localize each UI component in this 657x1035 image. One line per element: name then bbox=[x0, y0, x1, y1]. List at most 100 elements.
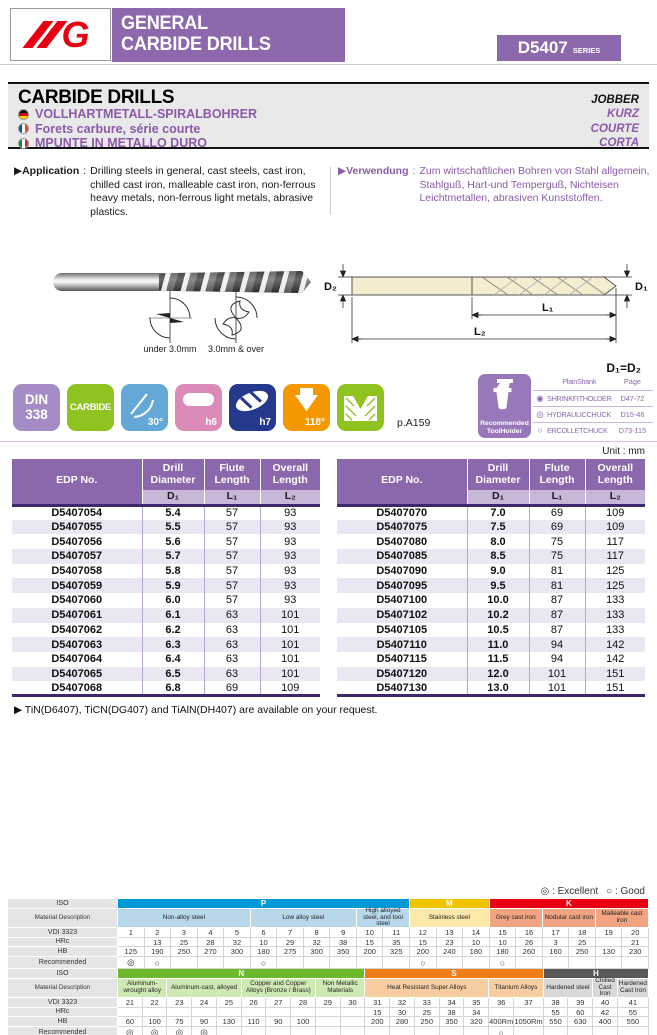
hb-cell bbox=[340, 1017, 366, 1027]
recommended-cell bbox=[436, 957, 464, 969]
vdi-cell: 2 bbox=[144, 928, 172, 938]
edp-cell: D5407057 bbox=[51, 550, 103, 563]
recommended-cell: ○ bbox=[250, 957, 278, 969]
material-cell: Heat Resistant Super Alloys bbox=[365, 979, 490, 998]
hb-cell: 100 bbox=[142, 1017, 168, 1027]
flute-length-cell: 75 bbox=[528, 534, 585, 550]
vdi-cell: 5 bbox=[224, 928, 251, 938]
vdi-cell: 32 bbox=[390, 998, 415, 1008]
edp-cell: D5407080 bbox=[376, 535, 428, 548]
chart-row-label: ISO bbox=[8, 899, 118, 909]
diameter-cell: 6.8 bbox=[141, 681, 204, 696]
countersink-icon bbox=[344, 396, 377, 421]
translation-text: VOLLHARTMETALL-SPIRALBOHRER bbox=[35, 107, 257, 122]
overall-length-cell: 142 bbox=[584, 651, 645, 667]
badge-corner-label: 30° bbox=[147, 417, 163, 428]
flute-tolerance-icon bbox=[235, 390, 269, 412]
badge-corner-label: h6 bbox=[205, 417, 217, 428]
table-row: D5407059 5.9 57 93 bbox=[12, 578, 320, 594]
toolholder-tab-label: Recommended ToolHolder bbox=[478, 420, 531, 436]
edp-cell: D5407054 bbox=[51, 507, 103, 520]
diameter-cell: 9.5 bbox=[466, 578, 529, 594]
overall-length-cell: 93 bbox=[259, 563, 320, 579]
translation-row: Forets carbure, série courte COURTE bbox=[18, 122, 639, 137]
table-row: D5407100 10.0 87 133 bbox=[337, 593, 645, 608]
col-header-diameter: Drill Diameter bbox=[141, 459, 204, 490]
table-row: D5407055 5.5 57 93 bbox=[12, 519, 320, 535]
material-cell: Chilled Cast Iron bbox=[593, 977, 618, 998]
chart-row-label: Recommended bbox=[8, 1027, 118, 1035]
vdi-cell: 6 bbox=[250, 928, 278, 938]
hb-cell: 110 bbox=[241, 1017, 267, 1027]
edp-cell: D5407059 bbox=[51, 579, 103, 592]
application-colon: : bbox=[83, 165, 87, 177]
series-suffix: SERIES bbox=[572, 46, 601, 55]
translation-row: VOLLHARTMETALL-SPIRALBOHRER KURZ bbox=[18, 107, 639, 122]
tip-angle-icon bbox=[295, 388, 318, 411]
hb-cell: 320 bbox=[464, 1017, 490, 1027]
diameter-cell: 5.6 bbox=[141, 534, 204, 550]
toolholder-col-shank: PlainShank bbox=[562, 377, 597, 387]
toolholder-header-row: PlainShank Page bbox=[533, 374, 654, 391]
hrc-cell: 60 bbox=[568, 1008, 594, 1017]
vdi-cell: 41 bbox=[617, 998, 649, 1008]
recommended-cell bbox=[303, 957, 331, 969]
diameter-cell: 10.5 bbox=[466, 622, 529, 638]
diameter-cell: 11.5 bbox=[466, 651, 529, 667]
hrc-cell: 28 bbox=[197, 938, 225, 947]
material-chart-pmk: ISO P M K Material Description Non-alloy stee… bbox=[8, 899, 649, 969]
subcol-l2: L₂ bbox=[259, 490, 320, 507]
title-translations: VOLLHARTMETALL-SPIRALBOHRER KURZ Forets ca… bbox=[18, 107, 639, 151]
recommendation-symbol: ◎ bbox=[536, 408, 544, 419]
hb-cell: 190 bbox=[144, 947, 172, 957]
hb-cell: 280 bbox=[390, 1017, 415, 1027]
toolholder-label-line1: Recommended bbox=[480, 420, 529, 428]
vdi-cell: 14 bbox=[463, 928, 490, 938]
diameter-cell: 6.4 bbox=[141, 651, 204, 667]
hb-cell: 180 bbox=[250, 947, 278, 957]
hrc-cell: 38 bbox=[439, 1008, 465, 1017]
recommendation-legend: ◎ : Excellent ○ : Good bbox=[541, 886, 645, 897]
edp-cell: D5407063 bbox=[51, 638, 103, 651]
diameter-cell: 12.0 bbox=[466, 666, 529, 682]
vdi-cell: 21 bbox=[118, 998, 143, 1008]
recommended-cell bbox=[266, 1027, 292, 1035]
recommended-cell bbox=[330, 957, 357, 969]
hrc-cell bbox=[266, 1008, 292, 1017]
hb-cell: 550 bbox=[617, 1017, 649, 1027]
hb-cell: 275 bbox=[277, 947, 304, 957]
vdi-cell: 15 bbox=[489, 928, 517, 938]
caption-3mm-over: 3.0mm & over bbox=[207, 344, 265, 354]
flute-length-cell: 63 bbox=[203, 607, 260, 623]
hb-cell: 630 bbox=[568, 1017, 594, 1027]
hb-cell: 60 bbox=[118, 1017, 143, 1027]
hrc-cell bbox=[118, 938, 145, 947]
recommended-cell bbox=[390, 1027, 415, 1035]
hrc-cell bbox=[216, 1008, 242, 1017]
overall-length-cell: 93 bbox=[259, 519, 320, 535]
diameter-cell: 6.3 bbox=[141, 637, 204, 652]
vdi-cell: 25 bbox=[216, 998, 242, 1008]
hrc-cell bbox=[291, 1008, 316, 1017]
table-row: D5407090 9.0 81 125 bbox=[337, 563, 645, 579]
toolholder-row: ◎ HYDRAULICCHUCK D15-46 bbox=[533, 407, 654, 423]
fr-flag-icon bbox=[18, 123, 29, 135]
flute-length-cell: 101 bbox=[528, 666, 585, 682]
verwendung-label: ▶Verwendung bbox=[338, 165, 409, 177]
hrc-cell: 10 bbox=[489, 938, 517, 947]
series-code: D5407 bbox=[517, 38, 568, 57]
edp-cell: D5407061 bbox=[51, 609, 103, 622]
vdi-cell: 4 bbox=[197, 928, 225, 938]
hb-cell: 160 bbox=[542, 947, 570, 957]
point-view-large-icon bbox=[214, 291, 258, 343]
edp-cell: D5407085 bbox=[376, 550, 428, 563]
hrc-cell: 32 bbox=[224, 938, 251, 947]
spec-badges-row: DIN 338 CARBIDE 30° h6 h7 118° p.A159 bbox=[13, 384, 430, 431]
translation-text: Forets carbure, série courte bbox=[35, 121, 201, 136]
header-title-band: GENERAL CARBIDE DRILLS bbox=[112, 8, 345, 62]
chart-row-label: HRc bbox=[8, 1008, 118, 1017]
overall-length-cell: 133 bbox=[584, 622, 645, 638]
coating-note: ▶ TiN(D6407), TiCN(DG407) and TiAlN(DH40… bbox=[14, 704, 378, 716]
recommended-cell bbox=[439, 1027, 465, 1035]
material-cell: Non Metallic Materials bbox=[315, 979, 366, 998]
